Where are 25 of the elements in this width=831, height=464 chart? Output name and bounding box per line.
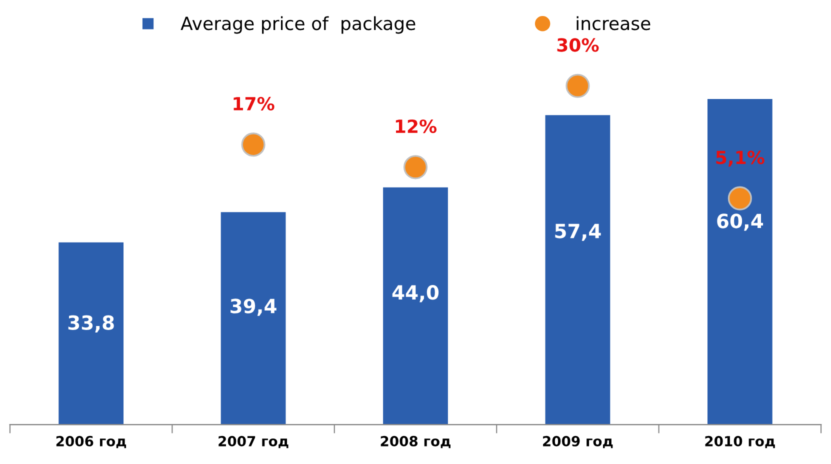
legend-label: increase [576, 16, 650, 30]
point [241, 132, 266, 157]
data-label: 30% [557, 38, 599, 52]
x-tick-label: 2006 год [56, 436, 126, 448]
data-label: 12% [396, 119, 437, 134]
bar [707, 98, 772, 425]
bar [58, 242, 124, 425]
x-tick-label: 2008 год [380, 436, 450, 448]
data-label: 33,8 [68, 315, 114, 332]
point [728, 186, 752, 210]
bar [545, 115, 610, 425]
data-label: 44,0 [392, 285, 439, 302]
bar [383, 187, 448, 425]
x-tick-label: 2009 год [543, 436, 613, 448]
legend-label: Average price of package [180, 16, 416, 34]
point [566, 74, 590, 98]
data-label: 60,4 [717, 214, 764, 231]
point [403, 155, 428, 180]
data-label: 39,4 [230, 298, 276, 316]
data-label: 17% [234, 96, 274, 111]
bar [220, 212, 286, 425]
x-tick-label: 2007 год [218, 436, 288, 448]
data-label: 57,4 [555, 224, 601, 241]
data-label: 5,1% [716, 150, 764, 167]
x-tick-label: 2010 год [705, 436, 775, 448]
